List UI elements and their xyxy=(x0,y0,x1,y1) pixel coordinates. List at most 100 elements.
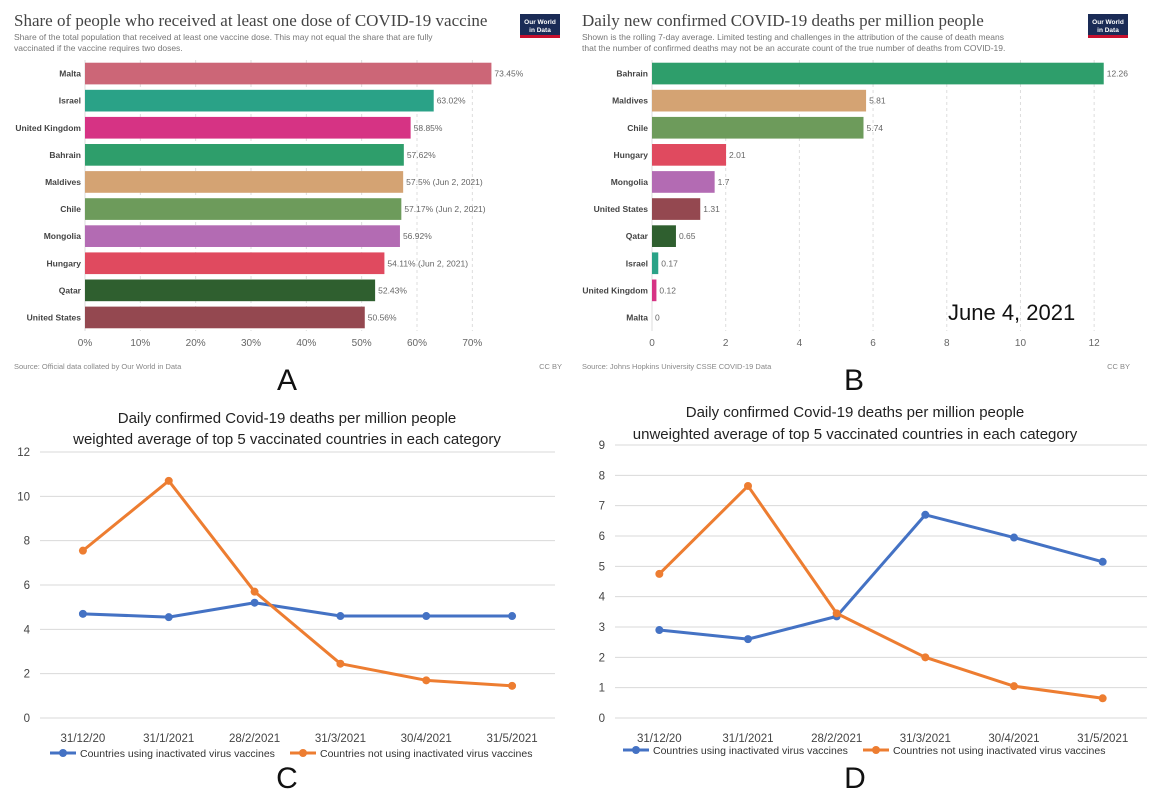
data-point xyxy=(78,609,87,618)
bar-value-label: 12.26 xyxy=(1107,69,1129,79)
bar-value-label: 57.62% xyxy=(407,150,436,160)
panel-b-chart: Daily new confirmed COVID-19 deaths per … xyxy=(582,11,1130,397)
data-point xyxy=(1098,694,1107,703)
y-tick-label: 8 xyxy=(599,470,605,482)
y-tick-label: 0 xyxy=(24,713,30,725)
data-point xyxy=(508,612,517,621)
bar-value-label: 0.12 xyxy=(659,285,676,295)
category-label: Maldives xyxy=(612,96,648,106)
bar-value-label: 1.31 xyxy=(703,204,720,214)
category-label: Qatar xyxy=(59,285,82,295)
panel-d-chart: Daily confirmed Covid-19 deaths per mill… xyxy=(599,404,1147,793)
panel-d-letter: D xyxy=(844,762,866,793)
panel-b-source: Source: Johns Hopkins University CSSE CO… xyxy=(582,362,772,371)
bar xyxy=(85,252,385,275)
bar xyxy=(652,116,864,139)
panel-a-license: CC BY xyxy=(539,362,562,371)
owid-logo-a-bg xyxy=(520,14,560,38)
panel-b-title: Daily new confirmed COVID-19 deaths per … xyxy=(582,11,984,30)
panel-c-chart: Daily confirmed Covid-19 deaths per mill… xyxy=(17,410,555,793)
panel-a-source: Source: Official data collated by Our Wo… xyxy=(14,362,182,371)
panel-a-letter: A xyxy=(277,364,297,397)
bar xyxy=(85,89,434,112)
y-tick-label: 12 xyxy=(17,447,30,459)
legend-label: Countries using inactivated virus vaccin… xyxy=(653,745,848,757)
category-label: Malta xyxy=(59,69,81,79)
x-tick-label: 28/2/2021 xyxy=(811,733,862,745)
x-tick-label: 30% xyxy=(241,338,261,349)
legend-swatch-marker xyxy=(872,746,880,754)
bar xyxy=(652,62,1104,85)
x-tick-label: 10 xyxy=(1015,338,1027,349)
bar xyxy=(85,171,404,193)
owid-logo-a-line-2: in Data xyxy=(529,27,551,34)
category-label: Mongolia xyxy=(44,231,82,241)
bar-value-label: 54.11% (Jun 2, 2021) xyxy=(387,258,468,268)
x-tick-label: 50% xyxy=(352,338,372,349)
data-point xyxy=(250,598,259,607)
x-tick-label: 8 xyxy=(944,338,950,349)
x-tick-label: 31/3/2021 xyxy=(315,733,366,745)
panel-d-title-line-2: unweighted average of top 5 vaccinated c… xyxy=(633,426,1078,443)
y-tick-label: 2 xyxy=(599,652,605,664)
owid-logo-a-line-1: Our World xyxy=(524,19,556,26)
line-chart-c-plot: 0 2 4 6 8 10 12 31/12/20 31/1/2021 28/2/2021 31/3/… xyxy=(17,447,555,760)
x-tick-label: 30/4/2021 xyxy=(401,733,452,745)
category-label: Qatar xyxy=(626,231,649,241)
data-point xyxy=(164,476,173,485)
y-tick-label: 5 xyxy=(599,561,605,573)
bar xyxy=(652,225,676,247)
panel-c-title-line-2: weighted average of top 5 vaccinated cou… xyxy=(72,431,501,448)
category-label: United States xyxy=(27,312,82,322)
y-tick-label: 8 xyxy=(24,536,30,548)
bar-value-label: 57.17% (Jun 2, 2021) xyxy=(404,204,485,214)
data-point xyxy=(655,569,664,578)
category-label: Malta xyxy=(626,312,648,322)
owid-logo-b-bg xyxy=(1088,14,1128,38)
bar-value-label: 52.43% xyxy=(378,285,407,295)
panel-b-subtitle-line-2: that the number of confirmed deaths may … xyxy=(582,43,1005,53)
bar xyxy=(85,144,404,166)
data-point xyxy=(336,612,345,621)
x-tick-label: 70% xyxy=(462,338,482,349)
data-point xyxy=(508,681,517,690)
bar xyxy=(652,171,715,193)
y-tick-label: 7 xyxy=(599,501,605,513)
data-point xyxy=(336,659,345,668)
bar xyxy=(85,306,365,329)
category-label: Israel xyxy=(59,96,81,106)
bar xyxy=(85,198,402,220)
owid-logo-a: Our World in Data xyxy=(520,14,560,38)
category-label: Bahrain xyxy=(616,69,648,79)
legend-label: Countries not using inactivated virus va… xyxy=(320,748,532,760)
owid-logo-b: Our World in Data xyxy=(1088,14,1128,38)
bar xyxy=(85,279,376,302)
y-tick-label: 6 xyxy=(24,580,30,592)
x-tick-label: 30/4/2021 xyxy=(988,733,1039,745)
panel-c-letter: C xyxy=(276,762,298,793)
x-tick-label: 31/1/2021 xyxy=(722,733,773,745)
category-label: Chile xyxy=(60,204,81,214)
category-label: Hungary xyxy=(47,258,82,268)
bar-value-label: 73.45% xyxy=(494,69,523,79)
bar-value-label: 0.65 xyxy=(679,231,696,241)
series-line-1 xyxy=(82,601,513,619)
owid-logo-b-stripe xyxy=(1088,35,1128,38)
bar-value-label: 50.56% xyxy=(368,312,397,322)
bar xyxy=(652,252,659,275)
data-point xyxy=(744,635,752,644)
data-point xyxy=(655,626,664,635)
line-chart-d-plot: 0 1 2 3 4 5 6 7 8 9 31/12/20 31/1/2021 28/2/2021 31/3… xyxy=(599,440,1147,757)
x-tick-label: 31/12/20 xyxy=(61,733,106,745)
y-tick-label: 9 xyxy=(599,440,605,452)
data-point xyxy=(164,613,173,622)
category-label: Mongolia xyxy=(611,177,649,187)
category-label: Hungary xyxy=(614,150,649,160)
x-tick-label: 10% xyxy=(130,338,150,349)
data-point xyxy=(250,587,259,596)
bar-value-label: 5.81 xyxy=(869,96,886,106)
data-point xyxy=(832,609,841,618)
series-line-2 xyxy=(81,479,513,688)
bar-value-label: 1.7 xyxy=(718,177,730,187)
bar xyxy=(85,225,400,247)
